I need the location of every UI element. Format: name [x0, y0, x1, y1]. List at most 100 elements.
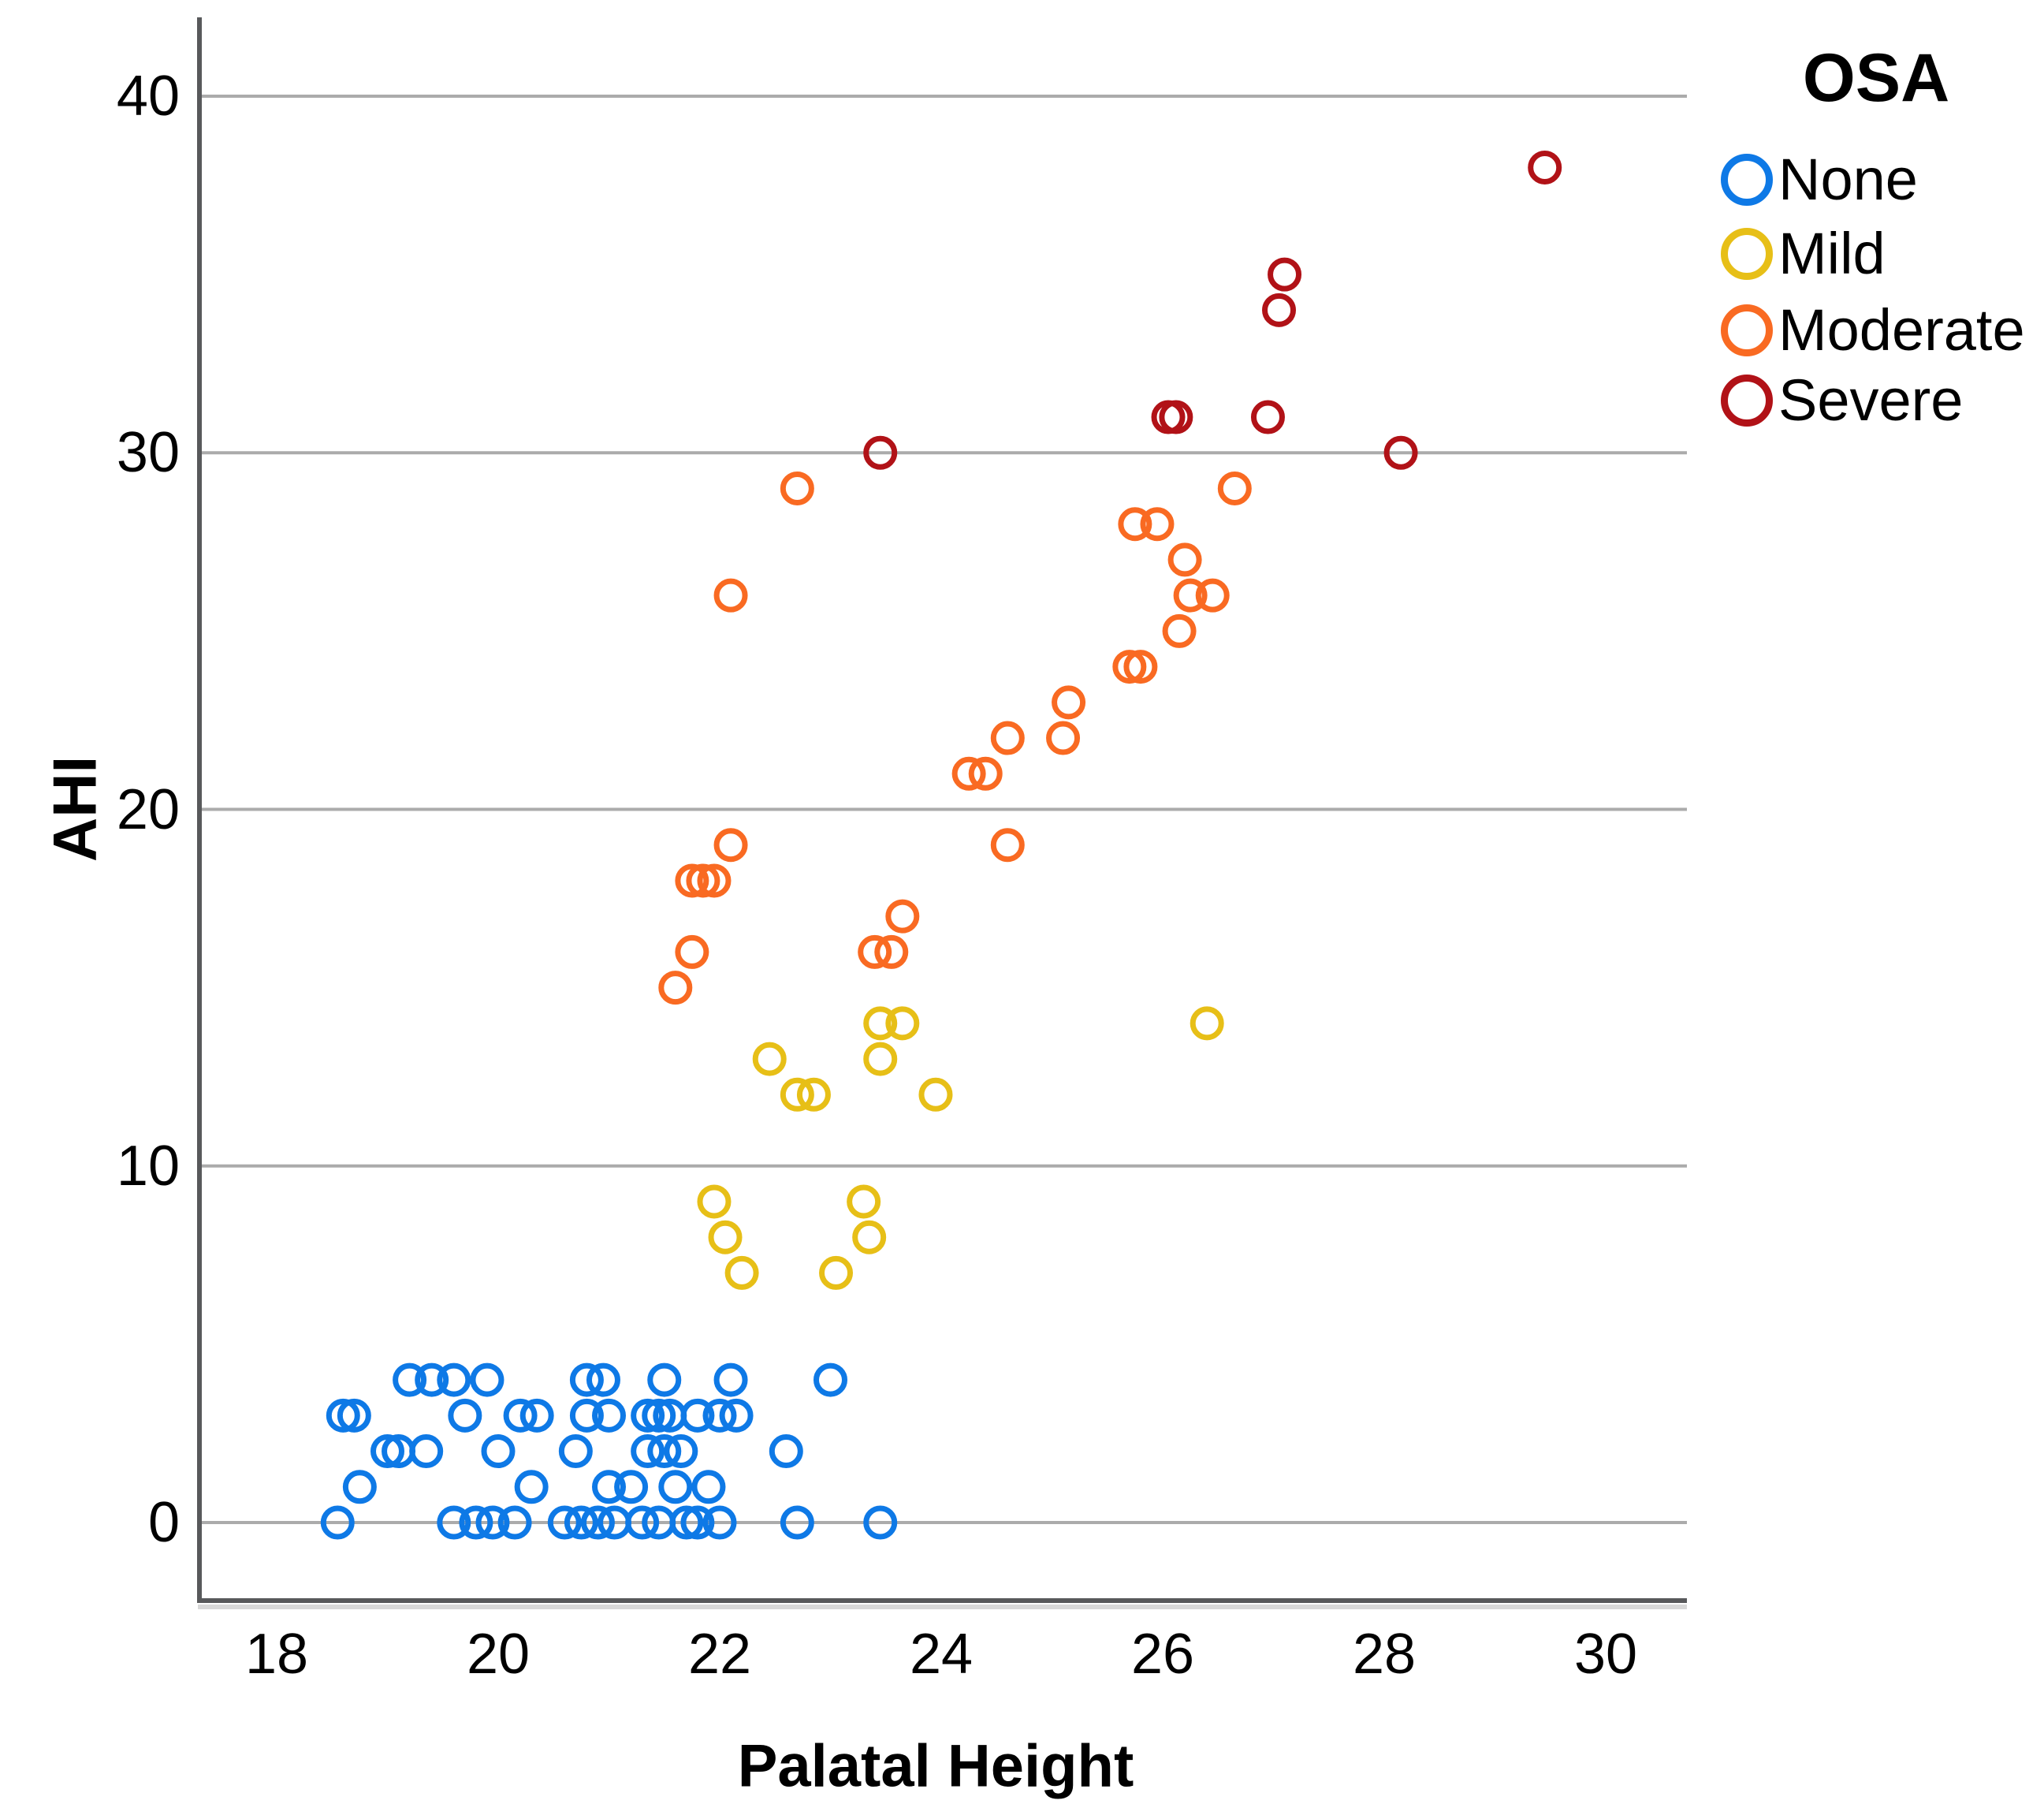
data-point-none	[470, 1362, 504, 1397]
data-point-mild	[697, 1184, 732, 1219]
data-point-none	[680, 1505, 715, 1540]
legend-marker-none-icon	[1721, 154, 1773, 206]
data-point-moderate	[951, 756, 986, 791]
legend-marker-mild-icon	[1721, 228, 1773, 280]
data-point-none	[614, 1470, 649, 1504]
data-point-none	[664, 1434, 698, 1469]
data-point-none	[586, 1362, 620, 1397]
legend-label-moderate: Moderate	[1778, 297, 2025, 363]
legend-item-moderate: Moderate	[1721, 297, 2025, 363]
data-point-none	[592, 1470, 626, 1504]
data-point-mild	[780, 1077, 814, 1112]
data-point-none	[680, 1398, 715, 1433]
y-tick-label-30: 30	[116, 421, 180, 485]
data-point-moderate	[1052, 685, 1086, 720]
data-point-none	[475, 1505, 510, 1540]
data-point-severe	[1383, 435, 1418, 470]
data-point-severe	[1268, 257, 1302, 292]
data-point-none	[713, 1362, 748, 1397]
data-point-none	[658, 1470, 693, 1504]
x-axis-title: Palatal Height	[737, 1732, 1134, 1800]
data-point-moderate	[1162, 613, 1197, 648]
data-point-none	[642, 1398, 676, 1433]
data-point-moderate	[1195, 578, 1230, 613]
data-point-none	[415, 1362, 449, 1397]
data-point-none	[780, 1505, 814, 1540]
data-point-moderate	[713, 578, 748, 613]
data-point-none	[769, 1434, 803, 1469]
y-tick-label-40: 40	[116, 65, 180, 128]
data-point-mild	[863, 1006, 898, 1041]
data-point-none	[702, 1505, 737, 1540]
data-point-mild	[847, 1184, 881, 1219]
data-point-none	[448, 1398, 482, 1433]
y-axis-title: AHI	[39, 755, 110, 863]
data-point-none	[631, 1398, 665, 1433]
data-point-none	[558, 1434, 593, 1469]
data-point-none	[564, 1505, 598, 1540]
data-point-severe	[863, 435, 898, 470]
data-point-none	[647, 1362, 682, 1397]
data-point-severe	[1159, 400, 1193, 434]
data-point-mild	[1190, 1006, 1224, 1041]
data-point-none	[702, 1398, 737, 1433]
legend-item-mild: Mild	[1721, 221, 1886, 286]
data-point-none	[459, 1505, 493, 1540]
data-point-none	[437, 1362, 471, 1397]
data-point-moderate	[697, 863, 732, 898]
data-point-none	[326, 1398, 360, 1433]
data-point-moderate	[1217, 471, 1252, 505]
data-point-none	[547, 1505, 582, 1540]
data-point-none	[863, 1505, 898, 1540]
data-point-none	[481, 1434, 516, 1469]
x-tick-label-20: 20	[466, 1623, 531, 1686]
x-tick-label-28: 28	[1352, 1623, 1417, 1686]
data-point-none	[320, 1505, 355, 1540]
data-point-none	[337, 1398, 371, 1433]
y-tick-label-10: 10	[116, 1134, 180, 1198]
data-point-none	[814, 1362, 847, 1397]
data-point-mild	[885, 1006, 920, 1041]
data-point-moderate	[658, 971, 693, 1005]
x-tick-label-24: 24	[909, 1623, 974, 1686]
data-point-none	[592, 1398, 626, 1433]
x-tick-label-22: 22	[687, 1623, 752, 1686]
data-point-none	[519, 1398, 554, 1433]
data-point-moderate	[1046, 721, 1081, 755]
data-point-moderate	[675, 934, 709, 969]
data-point-moderate	[1112, 650, 1147, 684]
data-point-moderate	[1118, 507, 1152, 542]
legend-item-none: None	[1721, 147, 1918, 212]
data-point-moderate	[885, 899, 920, 934]
data-point-mild	[796, 1077, 831, 1112]
data-point-severe	[1250, 400, 1285, 434]
legend-label-severe: Severe	[1778, 367, 1964, 433]
legend-label-none: None	[1778, 147, 1918, 212]
data-point-moderate	[675, 863, 709, 898]
data-point-none	[647, 1434, 682, 1469]
data-point-none	[580, 1505, 615, 1540]
data-point-mild	[708, 1220, 743, 1254]
data-point-moderate	[1140, 507, 1175, 542]
data-point-moderate	[858, 934, 892, 969]
data-point-moderate	[1173, 578, 1208, 613]
data-point-none	[669, 1505, 704, 1540]
data-point-mild	[724, 1255, 759, 1290]
x-tick-label-30: 30	[1573, 1623, 1638, 1686]
data-point-none	[370, 1434, 404, 1469]
data-point-none	[569, 1362, 604, 1397]
data-point-moderate	[780, 471, 814, 505]
data-point-none	[409, 1434, 444, 1469]
data-point-mild	[752, 1042, 787, 1076]
legend-marker-severe-icon	[1721, 375, 1773, 427]
data-point-none	[625, 1505, 660, 1540]
data-point-none	[691, 1470, 726, 1504]
y-tick-label-20: 20	[116, 777, 180, 841]
data-point-none	[393, 1362, 427, 1397]
data-point-none	[569, 1398, 604, 1433]
legend-label-mild: Mild	[1778, 221, 1886, 286]
data-point-mild	[819, 1255, 854, 1290]
data-point-none	[514, 1470, 549, 1504]
x-tick-label-26: 26	[1130, 1623, 1195, 1686]
